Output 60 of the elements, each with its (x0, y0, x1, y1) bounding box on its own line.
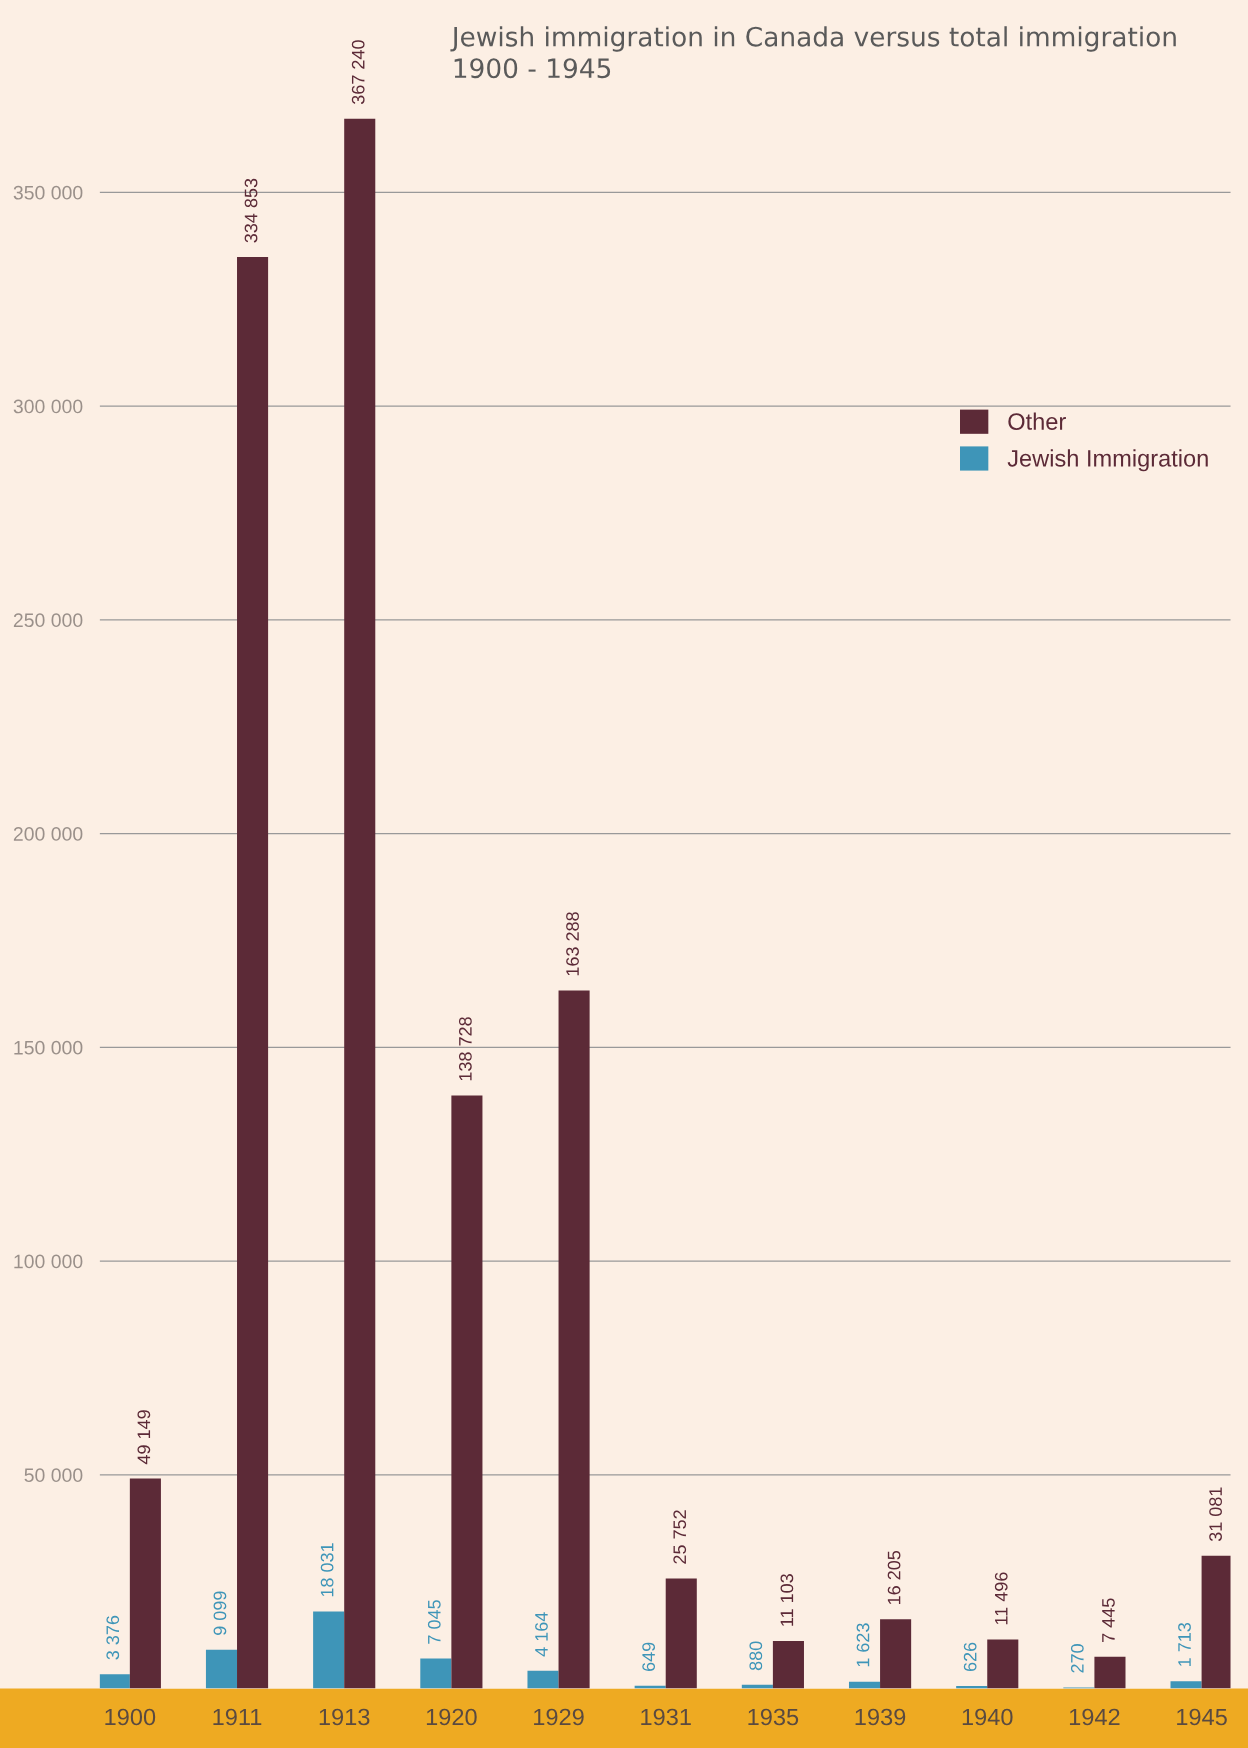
bar (451, 1095, 483, 1689)
y-tick-label: 350 000 (13, 185, 83, 200)
data-label: 138 728 (458, 1017, 472, 1081)
data-label: 49 149 (137, 1410, 151, 1465)
x-tick-label: 1942 (1069, 1708, 1120, 1726)
data-label: 334 853 (244, 178, 258, 243)
bar (313, 1611, 345, 1689)
data-label: 7 445 (1102, 1598, 1115, 1642)
bar (880, 1619, 912, 1689)
bar (1170, 1681, 1202, 1689)
data-label: 3 376 (106, 1615, 120, 1660)
y-tick-label: 50 000 (24, 1468, 83, 1483)
data-label: 11 103 (780, 1574, 794, 1626)
data-label: 25 752 (673, 1510, 687, 1564)
bar (558, 990, 590, 1689)
bar (1094, 1656, 1126, 1689)
data-label: 1 623 (856, 1623, 870, 1667)
bar (665, 1578, 697, 1689)
y-tick-label: 250 000 (13, 613, 83, 628)
bar (129, 1478, 161, 1689)
x-tick-label: 1935 (748, 1708, 799, 1726)
data-label: 270 (1070, 1644, 1084, 1673)
y-tick-label: 300 000 (13, 399, 83, 414)
data-label: 16 205 (887, 1550, 901, 1605)
data-label: 31 081 (1209, 1487, 1222, 1542)
y-tick-label: 150 000 (14, 1040, 83, 1055)
data-label: 880 (749, 1641, 763, 1671)
legend-label: Jewish Immigration (1007, 449, 1208, 472)
bar (237, 257, 269, 1689)
x-tick-label: 1931 (641, 1708, 691, 1726)
bar (205, 1649, 238, 1689)
bar (987, 1639, 1019, 1689)
data-label: 18 031 (320, 1543, 334, 1597)
x-tick-label: 1929 (534, 1708, 584, 1726)
bar (1201, 1555, 1231, 1689)
x-tick-label: 1911 (213, 1708, 262, 1726)
x-tick-label: 1900 (105, 1708, 156, 1726)
y-tick-label: 200 000 (13, 827, 83, 841)
text: Jewish immigration in Canada versus total immigration 1900 - 1945 (450, 26, 1176, 79)
data-label: 649 (642, 1642, 656, 1671)
data-label: 367 240 (351, 40, 365, 105)
x-tick-label: 1945 (1177, 1708, 1227, 1726)
bar (527, 1670, 559, 1689)
bar (344, 118, 376, 1689)
data-label: 4 164 (535, 1612, 548, 1657)
x-tick-label: 1939 (855, 1708, 906, 1726)
data-label: 9 099 (213, 1591, 227, 1635)
x-tick-label: 1940 (962, 1708, 1013, 1726)
legend-label: Other (1008, 412, 1066, 430)
x-tick-label: 1920 (426, 1708, 477, 1726)
bar (420, 1658, 452, 1689)
bar (99, 1674, 130, 1689)
y-tick-label: 100 000 (14, 1254, 83, 1269)
data-label: 7 045 (427, 1600, 441, 1644)
bar (772, 1641, 804, 1689)
data-label: 163 288 (566, 912, 579, 976)
data-label: 626 (963, 1642, 977, 1672)
data-label: 11 496 (994, 1572, 1008, 1625)
x-tick-label: 1913 (319, 1708, 370, 1726)
data-label: 1 713 (1178, 1622, 1191, 1666)
